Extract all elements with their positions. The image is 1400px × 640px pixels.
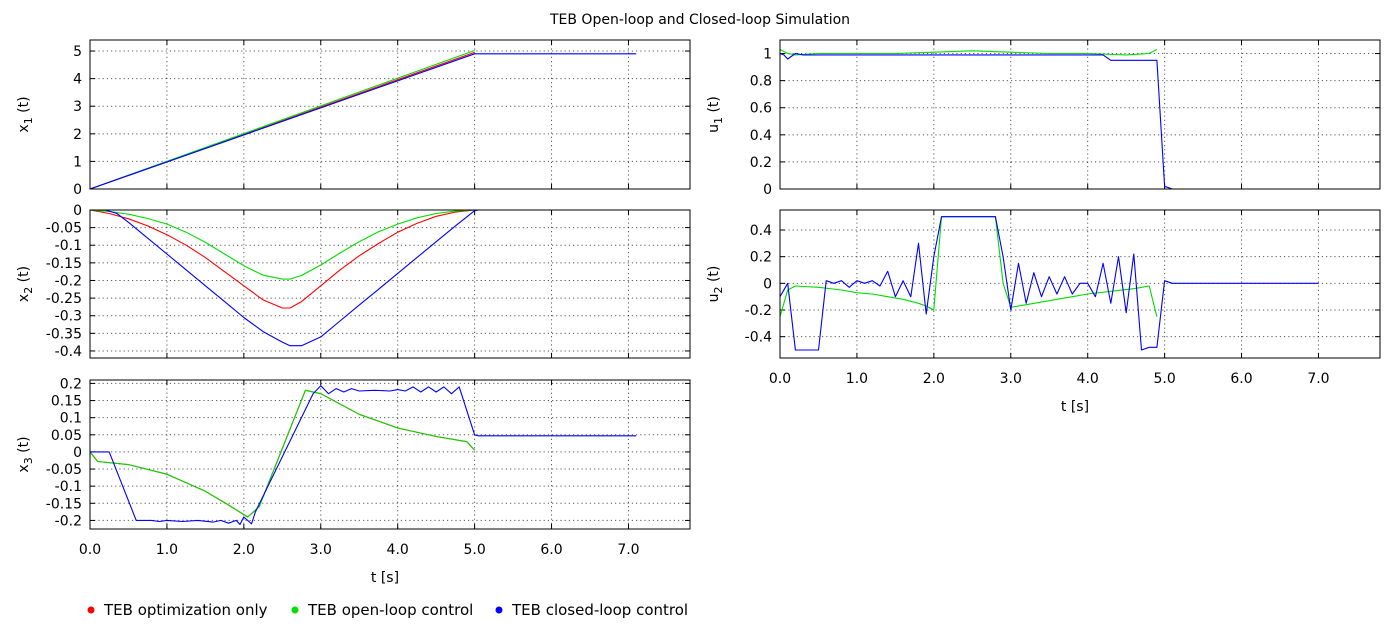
series-line-closed [779,216,1319,351]
x-tick-label: 3.0 [310,542,332,558]
plot-frame [779,39,1381,190]
series-line-open [89,389,476,518]
series-line-open [89,209,475,280]
y-tick-label: 0 [73,445,82,461]
y-tick-label: 0 [73,182,82,198]
y-tick-label: 2 [73,127,82,143]
x-tick-label: 2.0 [233,542,255,558]
y-tick-label: -0.3 [55,309,82,325]
y-axis-label: u1 (t) [706,96,725,133]
plot-frame [779,209,1381,359]
y-tick-label: -0.1 [55,238,82,254]
y-axis-label: x2 (t) [16,266,35,302]
x-tick-label: 5.0 [463,542,485,558]
y-tick-label: 0.05 [51,428,82,444]
legend-item-closed: TEB closed-loop control [495,601,688,619]
series-line-closed [779,52,1173,190]
y-tick-label: 0 [73,203,82,219]
plot-frame [89,209,691,359]
y-tick-label: 3 [73,99,82,115]
plot-frame [89,39,691,190]
y-tick-label: -0.2 [745,303,772,319]
x-tick-label: 1.0 [156,542,178,558]
legend-dot-opt [87,606,95,614]
legend: TEB optimization only TEB open-loop contr… [87,601,688,619]
y-tick-label: 5 [73,44,82,60]
x-tick-label: 3.0 [1000,371,1022,387]
y-tick-label: -0.2 [55,273,82,289]
series-line-closed [89,53,637,190]
x-tick-label: 5.0 [1153,371,1175,387]
x-axis-label: t [s] [371,570,399,586]
legend-dot-closed [495,606,503,614]
subplot-x2: 0 -0.05-0.1 -0.15-0.2 -0.25 -0.3-0.35 -0.4 x2 … [16,203,691,360]
x-tick-label: 6.0 [540,542,562,558]
legend-label: TEB open-loop control [307,601,473,619]
y-tick-label: -0.05 [46,462,82,478]
y-tick-label: -0.4 [55,344,82,360]
x-tick-label: 4.0 [387,542,409,558]
x-tick-label: 6.0 [1230,371,1252,387]
x-axis-label: t [s] [1061,399,1089,415]
y-tick-label: 0 [763,276,772,292]
y-tick-label: -0.35 [46,326,82,342]
legend-dot-open [291,606,299,614]
y-tick-label: 0.4 [750,128,772,144]
y-tick-label: 0.1 [60,411,82,427]
x-tick-label: 7.0 [1307,371,1329,387]
y-tick-label: 0.2 [60,376,82,392]
y-tick-label: -0.25 [46,291,82,307]
x-tick-label: 4.0 [1077,371,1099,387]
subplot-u2: 0.4 0.2 0 -0.2 -0.4 0.0 1.0 2.0 3.0 4.0 5.0 6.0 7.0 t… [706,209,1381,415]
y-axis-label: x1 (t) [16,96,35,132]
x-tick-label: 2.0 [923,371,945,387]
y-axis-label: x3 (t) [16,436,35,472]
legend-item-open: TEB open-loop control [291,601,473,619]
y-tick-label: -0.1 [55,479,82,495]
legend-item-opt: TEB optimization only [87,601,268,619]
subplot-u1: 0 0.2 0.4 0.6 0.8 1 u1 (t) [706,39,1381,198]
series-line-open [779,49,1158,56]
legend-label: TEB optimization only [103,601,268,619]
x-tick-label: 0.0 [769,371,791,387]
y-tick-label: 0.8 [750,74,772,90]
x-tick-label: 1.0 [846,371,868,387]
y-tick-label: -0.4 [745,330,772,346]
y-tick-label: 0.6 [750,101,772,117]
y-tick-label: 0.4 [750,223,772,239]
y-tick-label: 0 [763,182,772,198]
y-tick-label: 0.15 [51,394,82,410]
subplot-x1: 0 1 2 3 4 5 x1 (t) [16,39,691,198]
subplot-x3: 0.2 0.150.10.050-0.05-0.1-0.15-0.2 0.0 1.0 2… [16,376,691,586]
y-tick-label: -0.15 [46,256,82,272]
y-tick-label: 0.2 [750,155,772,171]
y-tick-label: 4 [73,72,82,88]
y-axis-label: u2 (t) [706,266,725,303]
y-tick-label: -0.2 [55,513,82,529]
series-line-opt [89,209,475,309]
series-line-opt [89,389,476,518]
series-line-closed [90,209,637,347]
plot-frame [89,379,691,530]
y-tick-label: -0.15 [46,496,82,512]
x-tick-label: 7.0 [617,542,639,558]
y-tick-label: 1 [763,47,772,63]
series-line-open [779,216,1158,317]
x-tick-label: 0.0 [79,542,101,558]
legend-label: TEB closed-loop control [511,601,688,619]
figure-title: TEB Open-loop and Closed-loop Simulation [549,12,850,28]
y-tick-label: 1 [73,154,82,170]
series-line-closed [90,385,637,526]
y-tick-label: 0.2 [750,250,772,266]
y-tick-label: -0.05 [46,221,82,237]
